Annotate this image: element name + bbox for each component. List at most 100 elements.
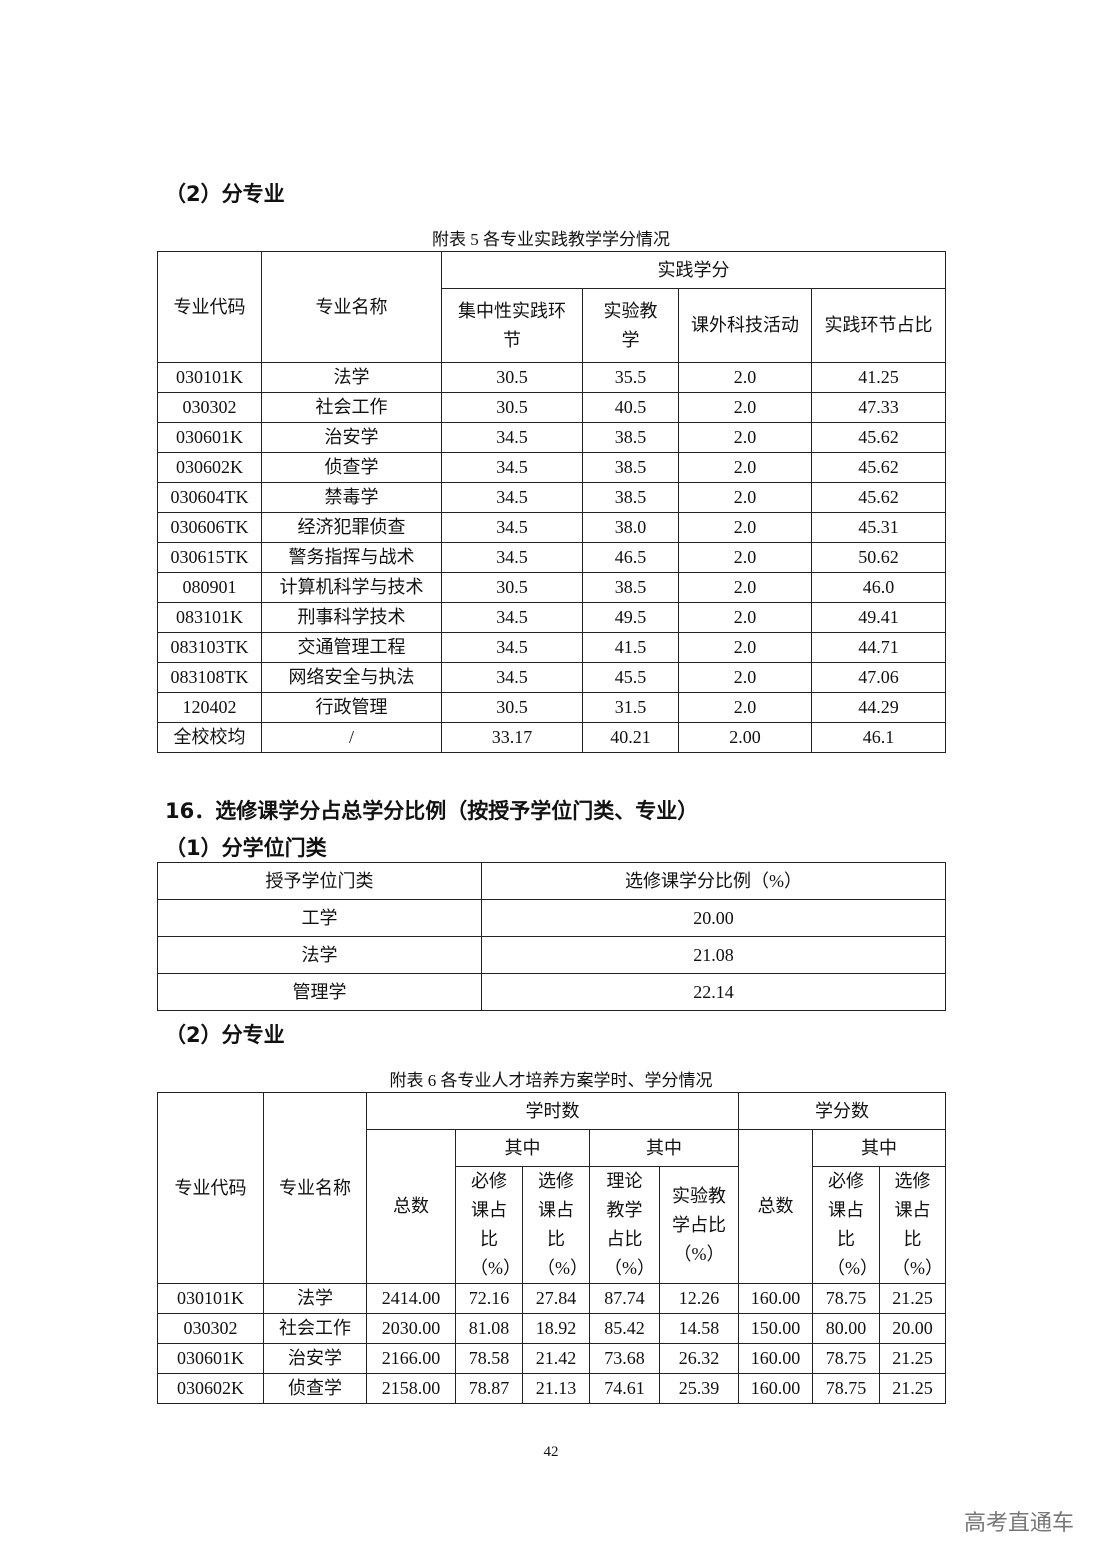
table-cell: 030602K <box>157 452 262 483</box>
table-row: 030101K 法学 30.5 35.5 2.0 41.25 <box>157 362 946 393</box>
table-cell: 2.0 <box>678 572 812 603</box>
table-cell: 50.62 <box>811 542 946 573</box>
table-row: 030615TK 警务指挥与战术 34.5 46.5 2.0 50.62 <box>157 542 946 573</box>
header-name: 专业名称 <box>261 251 442 363</box>
header-group: 实践学分 <box>441 251 946 289</box>
table-cell: 47.33 <box>811 392 946 423</box>
table-cell: 计算机科学与技术 <box>261 572 442 603</box>
table-cell: 21.25 <box>878 1373 947 1404</box>
table-cell: 41.25 <box>811 362 946 393</box>
table-cell: 72.16 <box>455 1283 523 1314</box>
table6-caption: 附表 6 各专业人才培养方案学时、学分情况 <box>389 1071 713 1090</box>
table-cell: 2.0 <box>678 692 812 723</box>
header-c1: 集中性实践环节 <box>441 288 583 363</box>
table-row: 030601K 治安学 34.5 38.5 2.0 45.62 <box>157 422 946 453</box>
table-cell: 78.75 <box>812 1283 880 1314</box>
table-cell: 030101K <box>157 362 262 393</box>
table-cell: 083108TK <box>157 662 262 693</box>
header-theory: 理论教学占比（%） <box>589 1166 660 1284</box>
table-cell: 35.5 <box>582 362 679 393</box>
table-cell: 47.06 <box>811 662 946 693</box>
sub1-heading: （1）分学位门类 <box>165 836 327 860</box>
table5: 专业代码 专业名称 实践学分 集中性实践环节 实验教学 课外科技活动 实践环节占… <box>157 251 946 753</box>
table-cell: 38.5 <box>582 572 679 603</box>
table-row: 030101K 法学 2414.00 72.16 27.84 87.74 12.26 160.… <box>157 1283 947 1314</box>
table-cell: 34.5 <box>441 482 583 513</box>
table-cell: 44.71 <box>811 632 946 663</box>
table-cell: 25.39 <box>659 1373 739 1404</box>
table-cell: 120402 <box>157 692 262 723</box>
table-cell: 38.5 <box>582 452 679 483</box>
header-lab: 实验教学占比（%） <box>659 1166 739 1284</box>
table-cell: 全校校均 <box>157 722 262 753</box>
header-elec: 选修课占比（%） <box>522 1166 590 1284</box>
table-row: 080901 计算机科学与技术 30.5 38.5 2.0 46.0 <box>157 572 946 603</box>
table-cell: 21.08 <box>481 936 946 974</box>
sub2-heading: （2）分专业 <box>165 1023 285 1047</box>
table-cell: 交通管理工程 <box>261 632 442 663</box>
table-cell: 法学 <box>261 362 442 393</box>
table-cell: 46.5 <box>582 542 679 573</box>
table-row: 030602K 侦查学 2158.00 78.87 21.13 74.61 25.39 160… <box>157 1373 947 1404</box>
table-cell: 2.00 <box>678 722 812 753</box>
table-cell: 34.5 <box>441 512 583 543</box>
table-cell: 社会工作 <box>263 1313 367 1344</box>
table-cell: 法学 <box>157 936 482 974</box>
table-row: 030602K 侦查学 34.5 38.5 2.0 45.62 <box>157 452 946 483</box>
table-cell: 160.00 <box>738 1373 813 1404</box>
table-cell: 81.08 <box>455 1313 523 1344</box>
table-cell: 030606TK <box>157 512 262 543</box>
table-cell: 2.0 <box>678 362 812 393</box>
header-hours: 学时数 <box>366 1092 739 1130</box>
table-cell: 34.5 <box>441 542 583 573</box>
table-row: 030302 社会工作 2030.00 81.08 18.92 85.42 14.58 150… <box>157 1313 947 1344</box>
table-cell: / <box>261 722 442 753</box>
table5-body: 030101K 法学 30.5 35.5 2.0 41.25 030302 社会工作 30.5 4… <box>157 362 946 753</box>
table-cell: 34.5 <box>441 662 583 693</box>
table-cell: 030604TK <box>157 482 262 513</box>
header-code: 专业代码 <box>157 1092 264 1284</box>
table-cell: 27.84 <box>522 1283 590 1314</box>
table-cell: 40.21 <box>582 722 679 753</box>
table-cell: 45.5 <box>582 662 679 693</box>
table-cell: 33.17 <box>441 722 583 753</box>
header-c4: 实践环节占比 <box>811 288 946 363</box>
table-cell: 150.00 <box>738 1313 813 1344</box>
table-cell: 030302 <box>157 1313 264 1344</box>
table-cell: 030602K <box>157 1373 264 1404</box>
table-cell: 2.0 <box>678 602 812 633</box>
table-cell: 38.5 <box>582 482 679 513</box>
table-cell: 管理学 <box>157 973 482 1011</box>
table-cell: 34.5 <box>441 632 583 663</box>
table-cell: 030302 <box>157 392 262 423</box>
table-cell: 34.5 <box>441 422 583 453</box>
header-credits: 学分数 <box>737 1092 947 1130</box>
table-cell: 31.5 <box>582 692 679 723</box>
table-cell: 160.00 <box>738 1283 813 1314</box>
table-cell: 030615TK <box>157 542 262 573</box>
header-among: 其中 <box>811 1129 947 1167</box>
table5-caption: 附表 5 各专业实践教学学分情况 <box>432 230 670 249</box>
table-row: 030604TK 禁毒学 34.5 38.5 2.0 45.62 <box>157 482 946 513</box>
table-cell: 46.0 <box>811 572 946 603</box>
table-row: 管理学 22.14 <box>157 973 946 1011</box>
table6-body: 030101K 法学 2414.00 72.16 27.84 87.74 12.26 160.… <box>157 1283 947 1404</box>
table-cell: 2.0 <box>678 452 812 483</box>
table-cell: 73.68 <box>589 1343 660 1374</box>
header-code: 专业代码 <box>157 251 262 363</box>
table-cell: 87.74 <box>589 1283 660 1314</box>
table-row: 法学 21.08 <box>157 936 946 974</box>
table-cell: 030601K <box>157 1343 264 1374</box>
table-cell: 083101K <box>157 602 262 633</box>
header-name: 专业名称 <box>263 1092 367 1284</box>
section-heading: （2）分专业 <box>165 182 285 206</box>
table-cell: 74.61 <box>589 1373 660 1404</box>
table-cell: 2.0 <box>678 392 812 423</box>
table-cell: 34.5 <box>441 452 583 483</box>
table-row: 083103TK 交通管理工程 34.5 41.5 2.0 44.71 <box>157 632 946 663</box>
table-cell: 18.92 <box>522 1313 590 1344</box>
table-cell: 30.5 <box>441 572 583 603</box>
table-cell: 78.87 <box>455 1373 523 1404</box>
table-cell: 030601K <box>157 422 262 453</box>
